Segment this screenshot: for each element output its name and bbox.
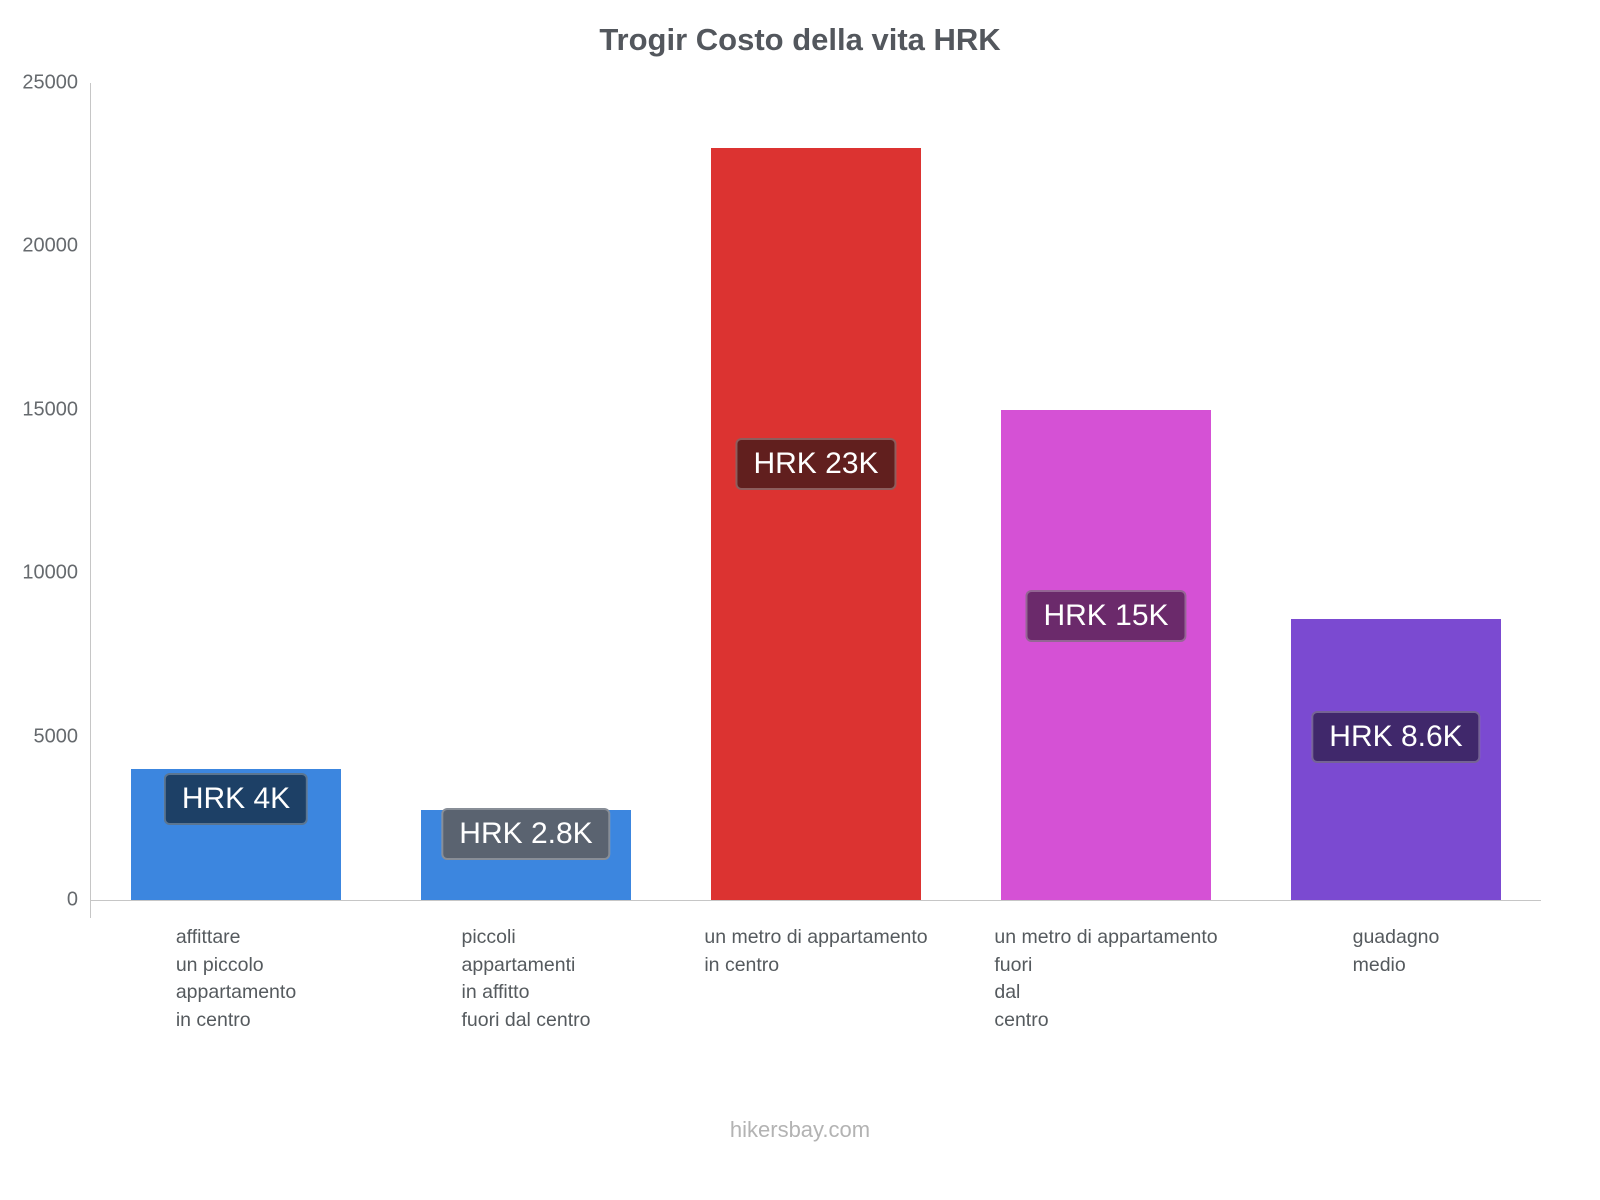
category-label-4: un metro di appartamento fuori dal centr… [994,926,1218,1031]
bar-4 [1001,409,1211,900]
bar-value-label-2: HRK 2.8K [441,807,611,860]
y-axis-tick-label: 5000 [33,725,79,748]
y-axis-tick-label: 20000 [22,234,78,257]
y-axis-tick-label: 25000 [22,71,78,94]
bar-value-label-5: HRK 8.6K [1311,710,1481,763]
y-axis-tick-label: 15000 [22,398,78,421]
bar-value-label-1: HRK 4K [163,772,309,825]
category-label-3: un metro di appartamento in centro [704,926,928,976]
y-axis-tick-label: 10000 [22,561,78,584]
bar-3 [711,148,921,900]
footer-watermark: hikersbay.com [729,1117,871,1142]
category-label-5: guadagno medio [1352,926,1440,976]
plot-area: 0 5000 10000 15000 20000 25000 HRK 4K affittare… [22,72,1541,1031]
category-label-2: piccoli appartamenti in affitto fuori da… [461,926,591,1031]
chart-title: Trogir Costo della vita HRK [599,22,1001,57]
bar-value-label-3: HRK 23K [735,438,897,491]
bar-value-label-4: HRK 15K [1025,589,1187,642]
category-label-1: affittare un piccolo appartamento in cen… [175,926,297,1031]
y-axis-tick-label: 0 [66,888,78,911]
y-axis-line-extension [90,900,91,918]
